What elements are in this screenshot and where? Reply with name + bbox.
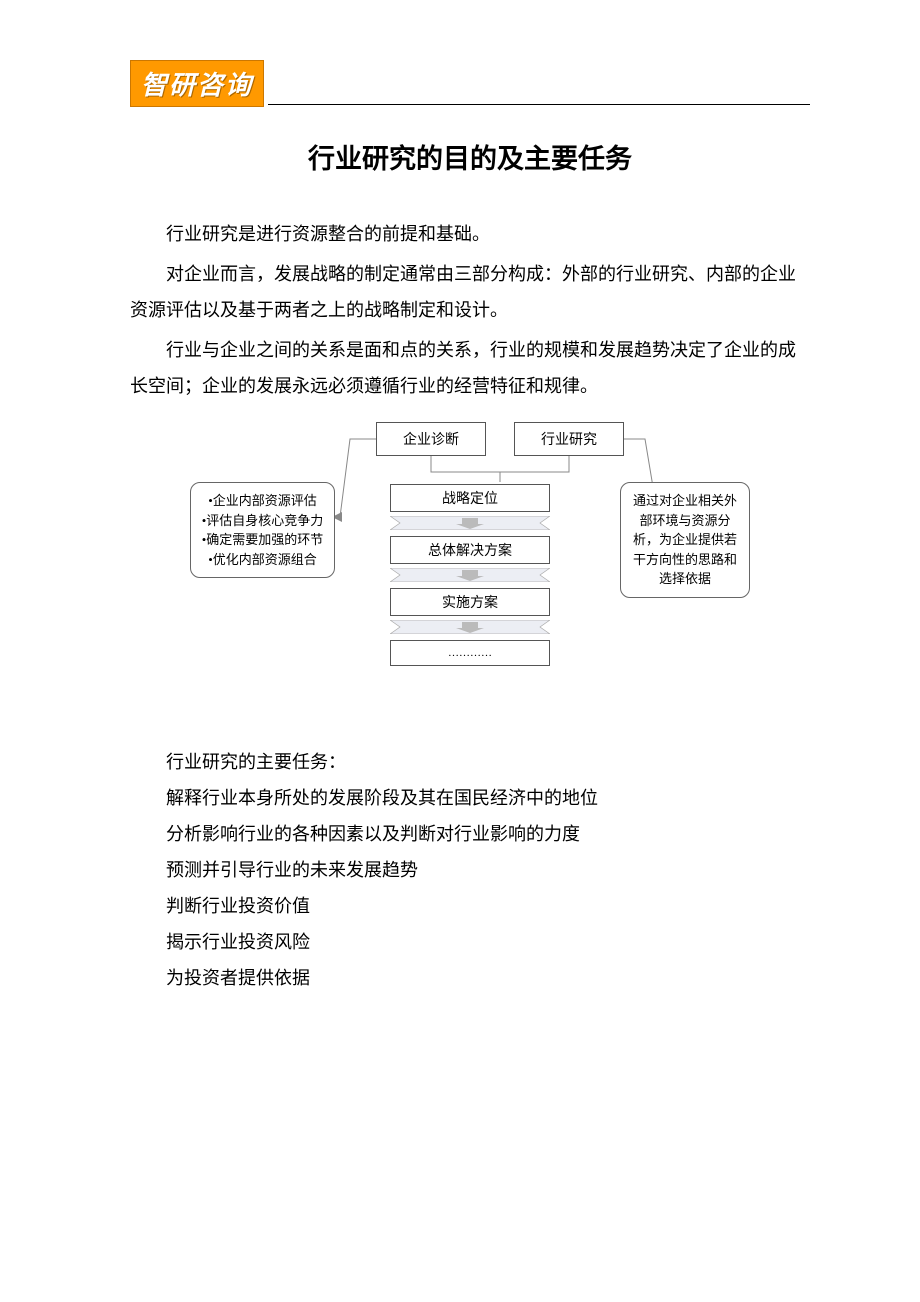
document-page: 智研咨询 行业研究的目的及主要任务 行业研究是进行资源整合的前提和基础。 对企业… — [0, 0, 920, 1056]
header-bar: 智研咨询 — [130, 60, 810, 107]
brand-logo: 智研咨询 — [130, 60, 264, 107]
callout-internal-line-1: •企业内部资源评估 — [197, 491, 328, 511]
down-arrow-1 — [390, 516, 550, 530]
callout-external: 通过对企业相关外部环境与资源分析，为企业提供若干方向性的思路和选择依据 — [620, 482, 750, 598]
diagram-container: 企业诊断 行业研究 •企业内部资源评估 •评估自身核心竞争力 •确定需要加强的环… — [130, 422, 810, 722]
header-underline — [268, 104, 810, 105]
callout-internal: •企业内部资源评估 •评估自身核心竞争力 •确定需要加强的环节 •优化内部资源组… — [190, 482, 335, 578]
tasks-heading: 行业研究的主要任务： — [130, 744, 810, 780]
box-enterprise-diagnosis: 企业诊断 — [376, 422, 486, 456]
page-title: 行业研究的目的及主要任务 — [130, 137, 810, 176]
callout-internal-line-2: •评估自身核心竞争力 — [197, 511, 328, 531]
task-item-2: 分析影响行业的各种因素以及判断对行业影响的力度 — [130, 816, 810, 852]
task-item-3: 预测并引导行业的未来发展趋势 — [130, 852, 810, 888]
box-implementation: 实施方案 — [390, 588, 550, 616]
task-item-5: 揭示行业投资风险 — [130, 924, 810, 960]
task-item-1: 解释行业本身所处的发展阶段及其在国民经济中的地位 — [130, 780, 810, 816]
paragraph-1: 行业研究是进行资源整合的前提和基础。 — [130, 216, 810, 252]
task-item-6: 为投资者提供依据 — [130, 960, 810, 996]
box-strategic-positioning: 战略定位 — [390, 484, 550, 512]
paragraph-2: 对企业而言，发展战略的制定通常由三部分构成：外部的行业研究、内部的企业资源评估以… — [130, 256, 810, 328]
strategy-flowchart: 企业诊断 行业研究 •企业内部资源评估 •评估自身核心竞争力 •确定需要加强的环… — [190, 422, 750, 722]
callout-internal-line-3: •确定需要加强的环节 — [197, 530, 328, 550]
box-industry-research: 行业研究 — [514, 422, 624, 456]
task-item-4: 判断行业投资价值 — [130, 888, 810, 924]
box-overall-solution: 总体解决方案 — [390, 536, 550, 564]
down-arrow-3 — [390, 620, 550, 634]
paragraph-3: 行业与企业之间的关系是面和点的关系，行业的规模和发展趋势决定了企业的成长空间；企… — [130, 332, 810, 404]
down-arrow-2 — [390, 568, 550, 582]
callout-internal-line-4: •优化内部资源组合 — [197, 550, 328, 570]
box-ellipsis: ………… — [390, 640, 550, 666]
